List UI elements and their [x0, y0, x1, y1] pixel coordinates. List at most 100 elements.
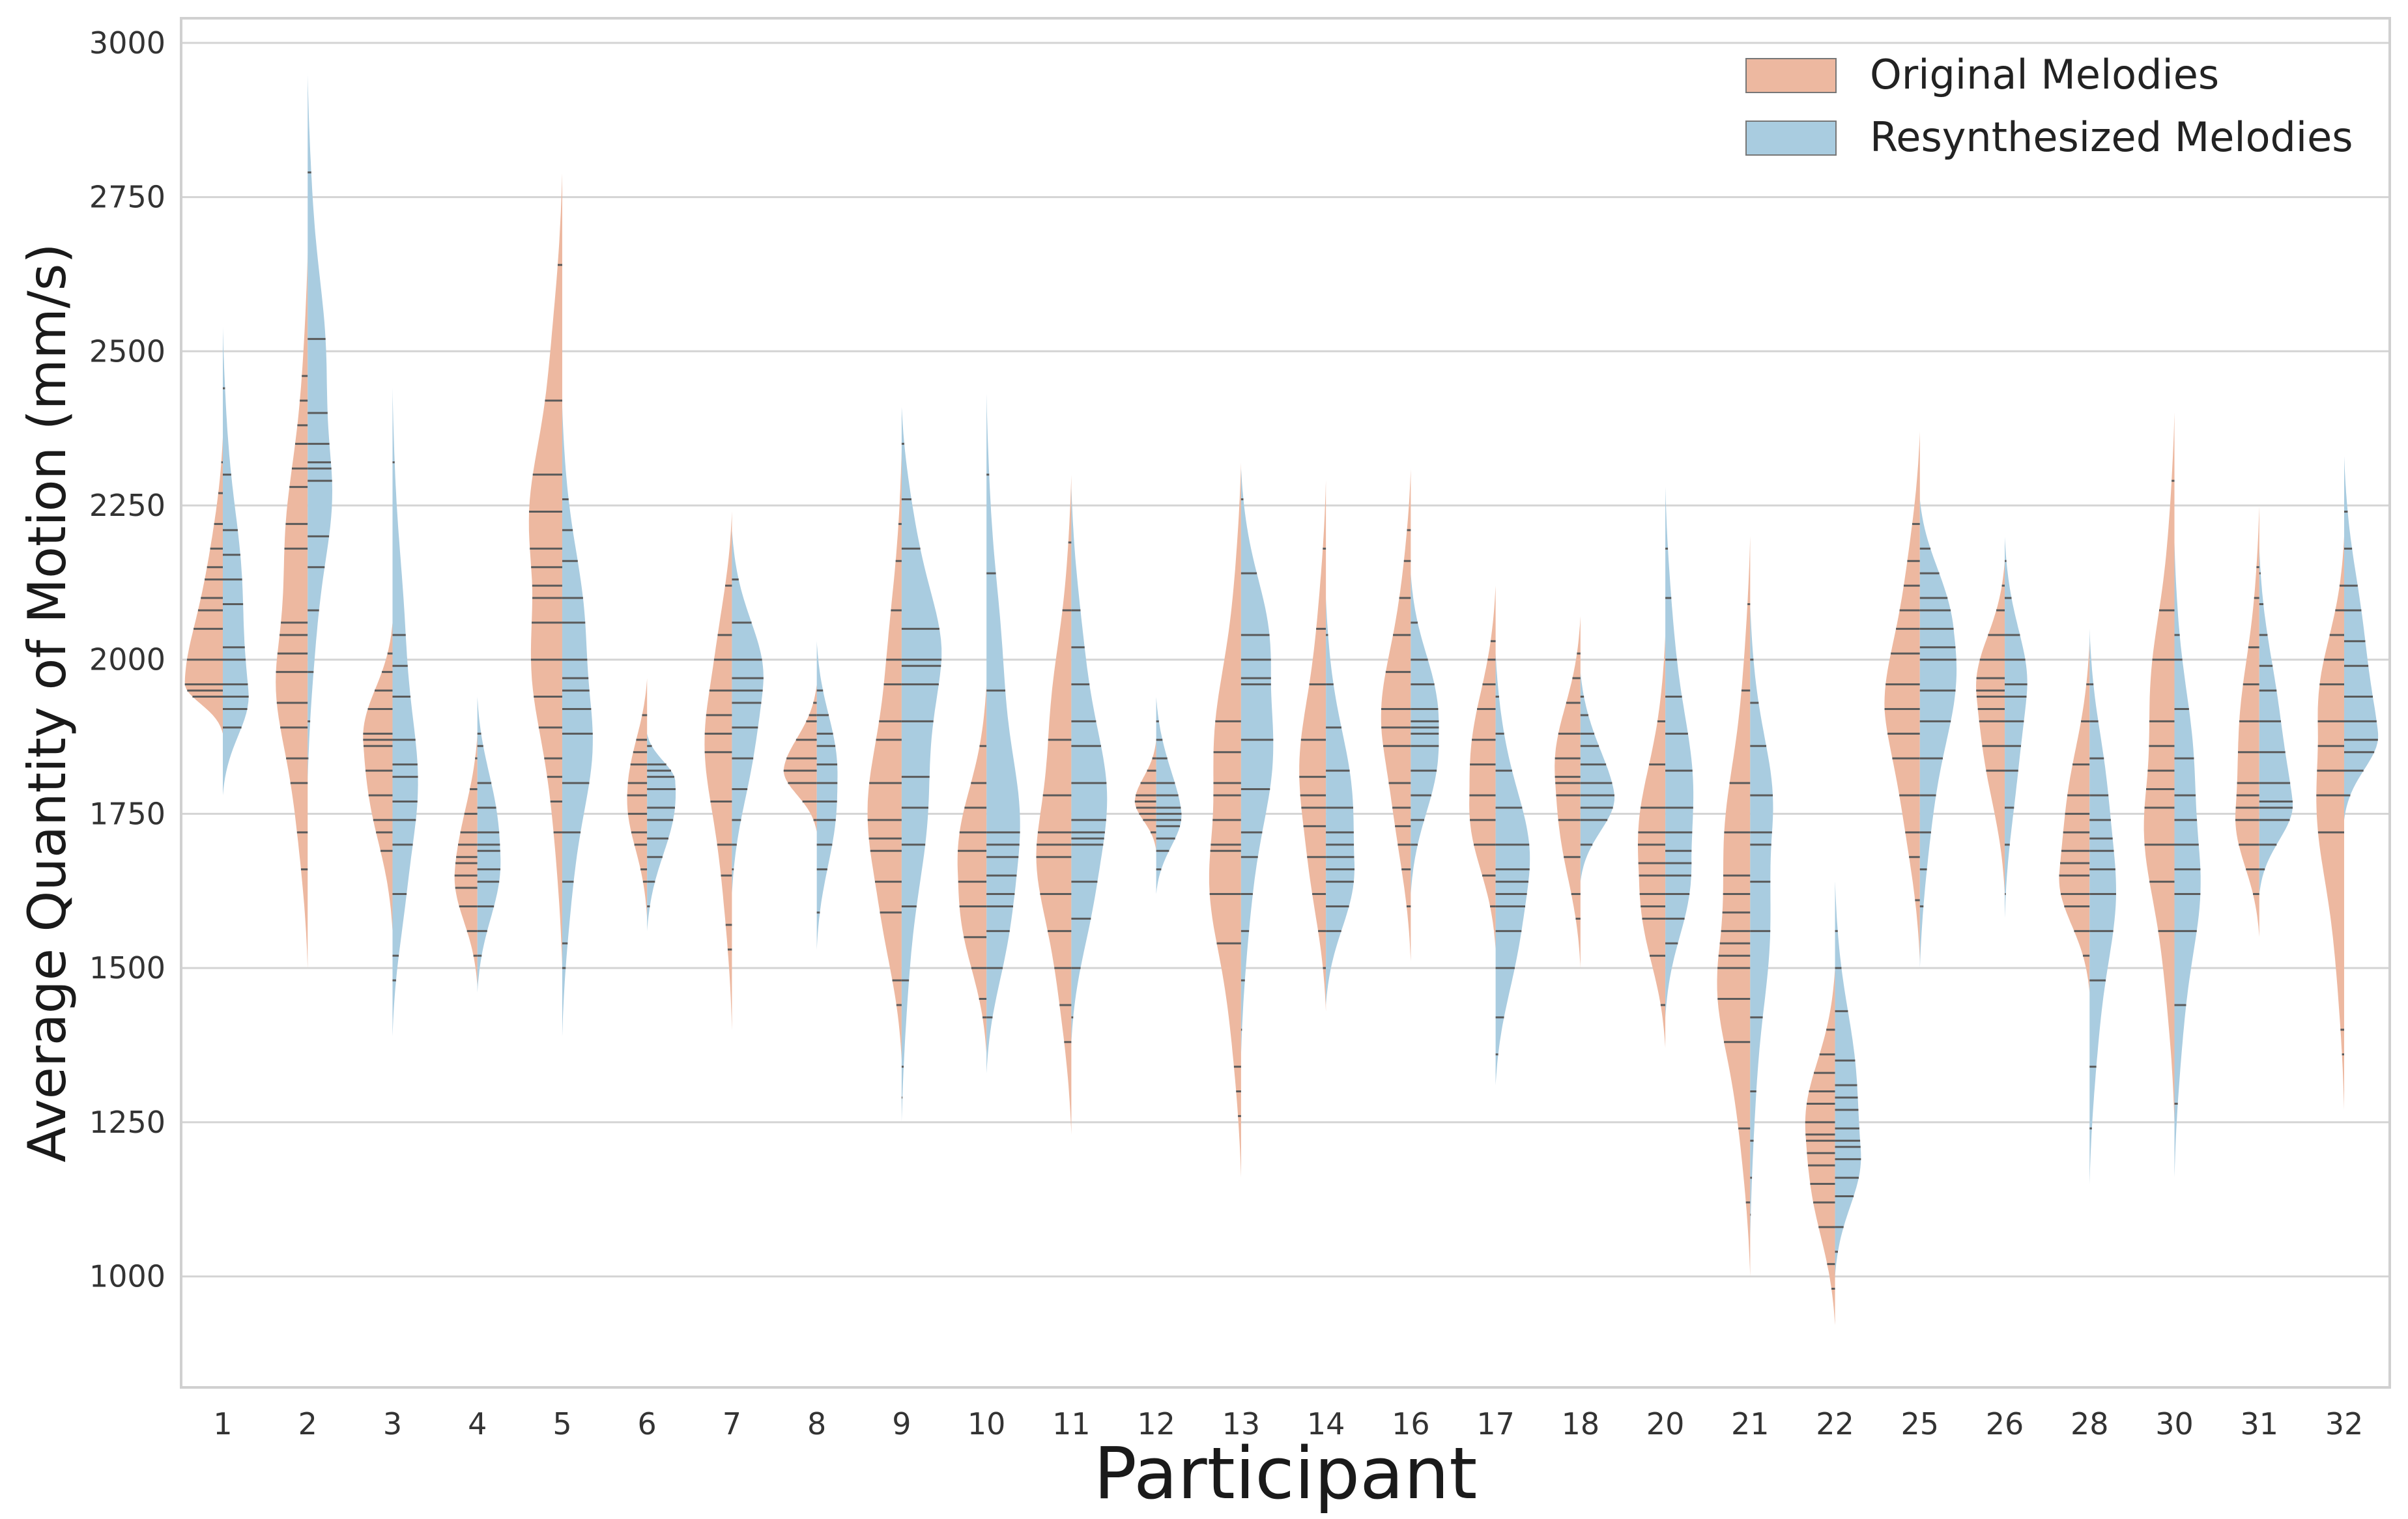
violin-body: [901, 406, 942, 1122]
x-tick-25: 25: [1901, 1406, 1940, 1441]
y-tick-1500: 1500: [89, 950, 165, 986]
violin-original-p3: [363, 622, 393, 931]
violin-body: [1580, 672, 1615, 882]
violin-resynthesized-p5: [562, 406, 593, 1036]
violin-body: [704, 511, 732, 1030]
x-tick-8: 8: [807, 1406, 826, 1441]
violin-original-p1: [184, 437, 223, 734]
violin-body: [986, 394, 1020, 1073]
x-tick-18: 18: [1562, 1406, 1600, 1441]
plot-frame: [180, 17, 2391, 1389]
violin-resynthesized-p18: [1580, 672, 1615, 882]
violin-body: [308, 74, 332, 784]
legend-label-resynthesized: Resynthesized Melodies: [1870, 113, 2353, 161]
x-tick-2: 2: [298, 1406, 317, 1441]
violin-resynthesized-p6: [647, 733, 676, 931]
legend-label-original: Original Melodies: [1870, 51, 2219, 98]
x-tick-12: 12: [1137, 1406, 1175, 1441]
x-tick-labels: 1 2 3 4 5 6 7 8 9 10 11 12 13 14 16 17 18 20 21 22 25 26 28 30 3…: [213, 1406, 2363, 1441]
violin-resynthesized-p17: [1495, 653, 1530, 1086]
violin-body: [1381, 468, 1411, 962]
violin-body: [2005, 536, 2028, 919]
violin-layer: [184, 74, 2379, 1326]
violin-resynthesized-p14: [1326, 598, 1354, 1005]
x-tick-7: 7: [723, 1406, 741, 1441]
x-tick-22: 22: [1816, 1406, 1854, 1441]
violin-resynthesized-p4: [477, 696, 501, 993]
violin-resynthesized-p9: [901, 406, 942, 1122]
x-tick-1: 1: [213, 1406, 232, 1441]
violin-original-p18: [1555, 616, 1581, 969]
x-tick-30: 30: [2155, 1406, 2194, 1441]
violin-original-p11: [1036, 474, 1072, 1135]
violin-body: [184, 437, 223, 734]
x-tick-6: 6: [638, 1406, 657, 1441]
violin-body: [2089, 629, 2116, 1184]
violin-original-p30: [2143, 412, 2175, 1122]
legend: Original Melodies Resynthesized Melodies: [1745, 51, 2353, 161]
violin-resynthesized-p26: [2005, 536, 2028, 919]
violin-original-p10: [957, 684, 987, 1055]
x-tick-14: 14: [1307, 1406, 1345, 1441]
violin-body: [627, 678, 648, 919]
violin-resynthesized-p32: [2344, 456, 2379, 820]
violin-body: [454, 733, 478, 987]
x-tick-3: 3: [383, 1406, 402, 1441]
violin-body: [1555, 616, 1581, 969]
violin-resynthesized-p13: [1240, 468, 1274, 1055]
y-axis-title: Average Quantity of Motion (mm/s): [17, 243, 78, 1162]
violin-body: [1665, 487, 1694, 1017]
legend-swatch-original: [1745, 58, 1837, 93]
violin-original-p8: [783, 684, 817, 832]
violin-body: [1750, 604, 1773, 1240]
violin-body: [1299, 481, 1326, 1012]
x-tick-13: 13: [1222, 1406, 1261, 1441]
violin-body: [1036, 474, 1072, 1135]
violin-original-p4: [454, 733, 478, 987]
x-tick-21: 21: [1731, 1406, 1770, 1441]
y-tick-2250: 2250: [89, 488, 165, 523]
violin-original-p20: [1637, 634, 1666, 1049]
violin-body: [1326, 598, 1354, 1005]
violin-resynthesized-p22: [1835, 881, 1861, 1277]
violin-original-p5: [528, 172, 562, 969]
violin-original-p6: [627, 678, 648, 919]
grid-layer: [181, 42, 2390, 1278]
violin-body: [1919, 499, 1957, 969]
violin-body: [867, 449, 902, 1061]
violin-original-p26: [1976, 561, 2005, 894]
violin-original-p17: [1469, 586, 1496, 950]
x-tick-5: 5: [552, 1406, 571, 1441]
x-tick-16: 16: [1392, 1406, 1430, 1441]
y-tick-3000: 3000: [89, 25, 165, 61]
violin-body: [647, 733, 676, 931]
violin-original-p25: [1884, 431, 1920, 962]
violin-body: [1976, 561, 2005, 894]
y-tick-1750: 1750: [89, 796, 165, 831]
violin-body: [1071, 487, 1108, 1042]
violin-body: [1469, 586, 1496, 950]
violin-body: [363, 622, 393, 931]
violin-body: [392, 388, 418, 1036]
violin-original-p9: [867, 449, 902, 1061]
violin-body: [1717, 536, 1751, 1277]
y-tick-2500: 2500: [89, 334, 165, 369]
violin-resynthesized-p1: [223, 326, 249, 796]
violin-body: [562, 406, 593, 1036]
violin-resynthesized-p12: [1156, 696, 1182, 894]
violin-body: [957, 684, 987, 1055]
violin-body: [2174, 542, 2201, 1178]
x-tick-28: 28: [2071, 1406, 2109, 1441]
violin-body: [816, 641, 838, 950]
violin-original-p14: [1299, 481, 1326, 1012]
violin-resynthesized-p11: [1071, 487, 1108, 1042]
violin-body: [223, 326, 249, 796]
x-tick-31: 31: [2240, 1406, 2278, 1441]
violin-body: [1884, 431, 1920, 962]
violin-resynthesized-p10: [986, 394, 1020, 1073]
x-axis-title: Participant: [1094, 1432, 1478, 1515]
violin-body: [732, 530, 764, 894]
x-tick-17: 17: [1476, 1406, 1515, 1441]
